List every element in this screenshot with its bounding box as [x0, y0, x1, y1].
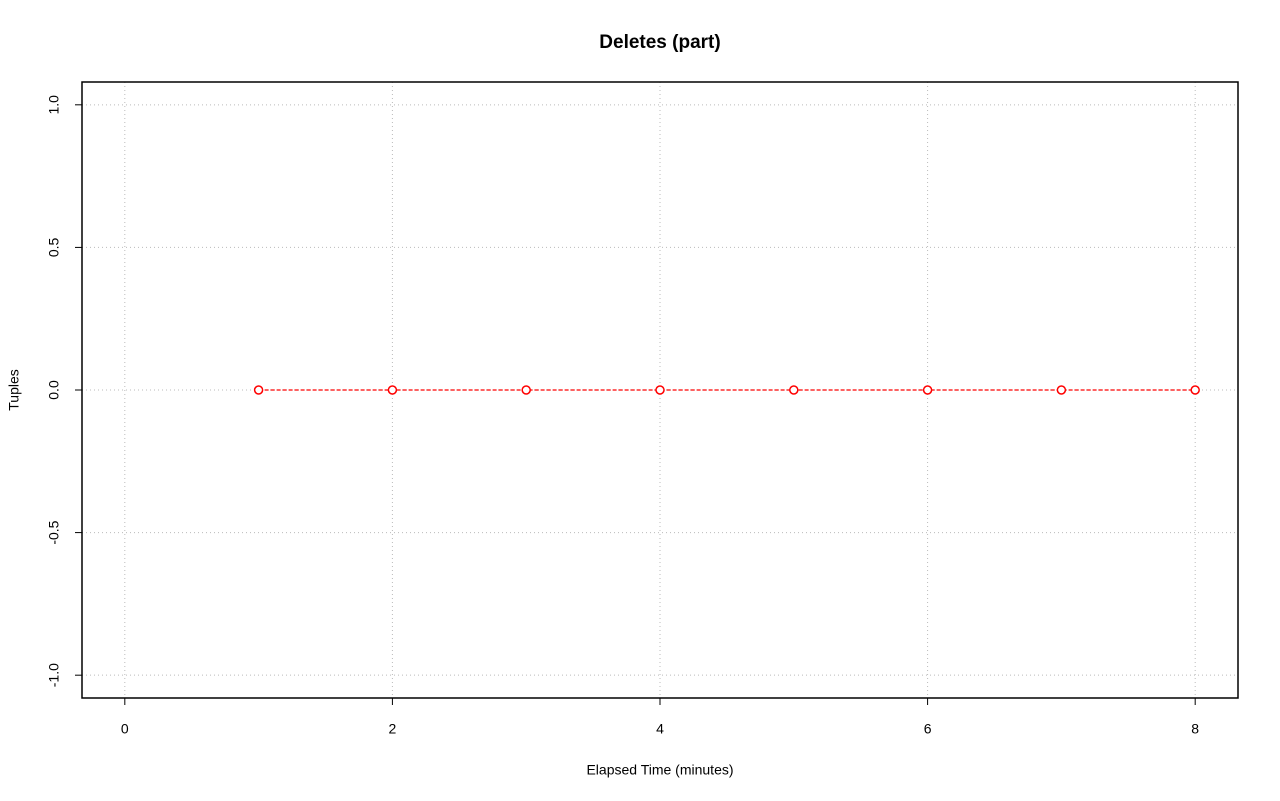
x-tick-label: 8	[1191, 721, 1199, 737]
point	[1056, 385, 1067, 395]
x-tick-label: 4	[656, 721, 664, 737]
y-tick-label: 1.0	[46, 95, 62, 115]
point	[387, 385, 398, 395]
chart-title: Deletes (part)	[599, 32, 720, 53]
y-tick-label: 0.5	[46, 237, 62, 257]
point	[922, 385, 933, 395]
point	[789, 385, 799, 395]
x-tick-label: 0	[121, 721, 129, 737]
x-axis-label: Elapsed Time (minutes)	[586, 762, 733, 778]
x-tick-label: 6	[924, 721, 932, 737]
point	[655, 385, 665, 395]
plot-frame	[81, 81, 1239, 699]
y-axis-label: Tuples	[6, 369, 22, 411]
point	[253, 385, 264, 395]
point	[521, 385, 531, 395]
point	[1190, 385, 1200, 395]
y-tick-label: 0.0	[46, 380, 62, 400]
x-tick-label: 2	[389, 721, 397, 737]
y-tick-label: -1.0	[46, 663, 62, 687]
y-tick-label: -0.5	[46, 520, 62, 544]
